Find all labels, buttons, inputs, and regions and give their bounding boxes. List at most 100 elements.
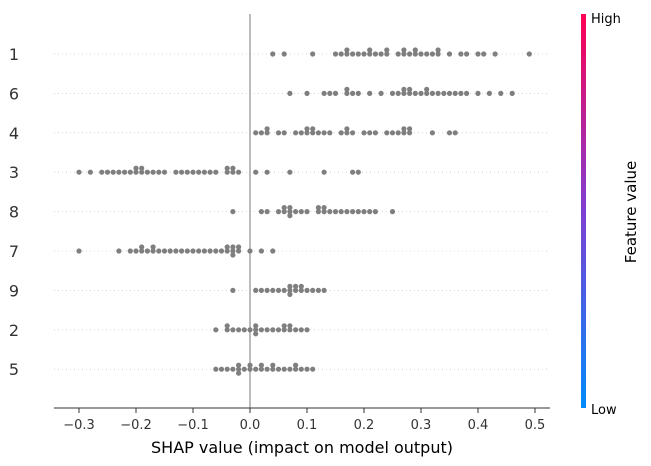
- shap-point: [99, 169, 105, 175]
- x-tick-label: 0.2: [354, 418, 375, 433]
- shap-point: [258, 327, 264, 333]
- shap-point: [310, 130, 316, 136]
- shap-point: [424, 51, 430, 57]
- shap-point: [116, 248, 122, 254]
- shap-point: [361, 209, 367, 215]
- shap-point: [258, 130, 264, 136]
- shap-point: [139, 244, 145, 250]
- shap-point: [412, 90, 418, 96]
- feature-label: 3: [9, 163, 19, 182]
- shap-point: [355, 169, 361, 175]
- shap-point: [509, 90, 515, 96]
- shap-point: [207, 169, 213, 175]
- shap-point: [196, 169, 202, 175]
- shap-point: [327, 90, 333, 96]
- shap-point: [458, 90, 464, 96]
- shap-points: [76, 47, 532, 376]
- shap-point: [247, 366, 253, 372]
- shap-point: [122, 169, 128, 175]
- shap-point: [184, 169, 190, 175]
- shap-point: [230, 248, 236, 254]
- shap-point: [310, 366, 316, 372]
- colorbar-high-label: High: [591, 12, 621, 27]
- shap-point: [332, 51, 339, 57]
- shap-point: [344, 90, 350, 96]
- feature-label: 9: [9, 281, 19, 300]
- shap-point: [110, 169, 116, 175]
- shap-point: [435, 90, 441, 96]
- shap-point: [287, 205, 293, 211]
- shap-point: [372, 51, 378, 57]
- feature-label: 4: [9, 124, 19, 143]
- shap-point: [230, 252, 236, 258]
- shap-point: [76, 248, 82, 254]
- shap-point: [281, 130, 287, 136]
- shap-point: [407, 51, 413, 57]
- shap-point: [275, 366, 282, 372]
- shap-point: [224, 169, 230, 175]
- shap-point: [161, 169, 168, 175]
- shap-point: [230, 165, 236, 171]
- shap-point: [298, 209, 304, 215]
- shap-point: [321, 90, 327, 96]
- shap-point: [378, 90, 384, 96]
- shap-point: [298, 366, 304, 372]
- shap-point: [161, 248, 168, 254]
- shap-point: [435, 47, 441, 53]
- shap-point: [253, 169, 259, 175]
- colorbar: [581, 14, 586, 408]
- shap-point: [207, 248, 213, 254]
- feature-label: 1: [9, 45, 19, 64]
- shap-point: [150, 244, 156, 250]
- shap-point: [355, 51, 361, 57]
- shap-point: [389, 209, 396, 215]
- shap-point: [446, 51, 453, 57]
- shap-point: [389, 90, 396, 96]
- shap-point: [213, 248, 219, 254]
- shap-point: [350, 169, 356, 175]
- shap-point: [298, 327, 304, 333]
- feature-label: 7: [9, 242, 19, 261]
- shap-point: [104, 169, 111, 175]
- x-tick-label: −0.2: [120, 418, 152, 433]
- shap-point: [367, 47, 373, 53]
- shap-point: [481, 51, 487, 57]
- shap-point: [173, 169, 179, 175]
- shap-point: [224, 323, 230, 329]
- shap-point: [281, 287, 287, 293]
- shap-point: [293, 327, 299, 333]
- shap-point: [338, 51, 344, 57]
- shap-point: [361, 130, 367, 136]
- shap-point: [475, 51, 481, 57]
- shap-point: [310, 51, 316, 57]
- shap-point: [321, 169, 327, 175]
- shap-point: [384, 47, 390, 53]
- shap-point: [190, 248, 196, 254]
- shap-point: [395, 51, 401, 57]
- x-tick-label: 0.3: [411, 418, 432, 433]
- shap-point: [150, 169, 156, 175]
- shap-point: [264, 287, 270, 293]
- shap-point: [407, 130, 413, 136]
- shap-point: [184, 248, 190, 254]
- shap-point: [293, 130, 299, 136]
- shap-point: [247, 248, 253, 254]
- shap-point: [293, 366, 299, 372]
- shap-point: [241, 366, 247, 372]
- shap-point: [384, 130, 390, 136]
- shap-point: [395, 130, 401, 136]
- shap-point: [213, 169, 219, 175]
- shap-point: [429, 51, 435, 57]
- shap-point: [367, 130, 373, 136]
- shap-point: [144, 248, 150, 254]
- shap-point: [258, 209, 264, 215]
- shap-point: [452, 90, 458, 96]
- colorbar-low-label: Low: [591, 403, 617, 418]
- shap-point: [264, 130, 270, 136]
- shap-point: [264, 209, 270, 215]
- shap-point: [304, 126, 310, 132]
- shap-point: [344, 86, 350, 92]
- shap-point: [287, 291, 293, 297]
- shap-point: [304, 327, 310, 333]
- shap-point: [258, 362, 264, 368]
